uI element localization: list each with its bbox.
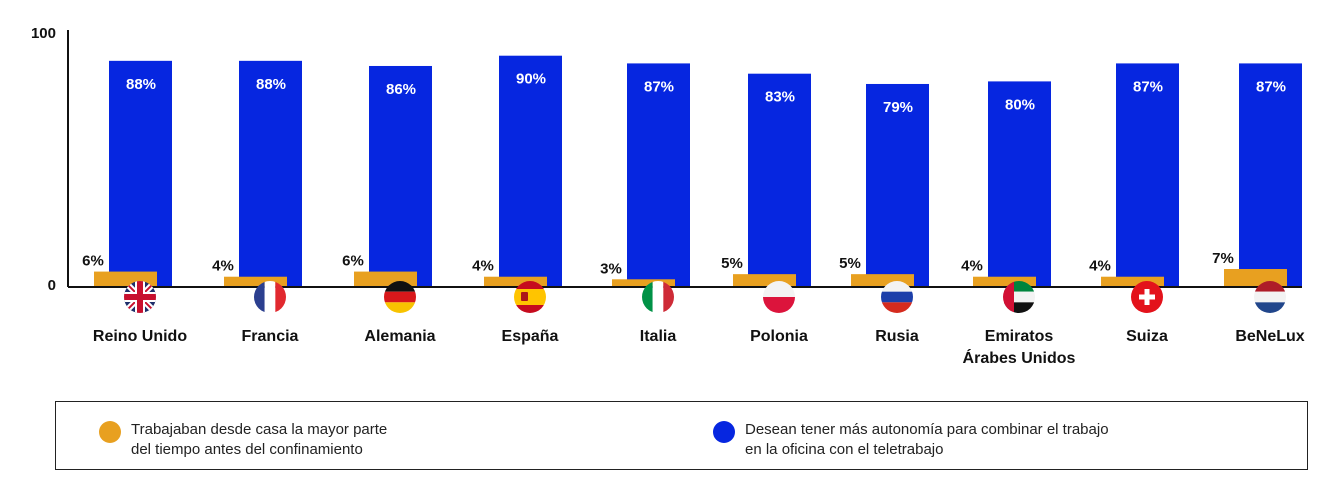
category-label-line: Suiza: [1126, 328, 1168, 345]
category-label-line: Alemania: [364, 328, 435, 345]
uae-flag-icon: [1003, 281, 1035, 313]
category-label: España: [502, 328, 559, 345]
blue-bar: [748, 73, 811, 287]
bar-group-5: 83% 5%: [721, 73, 811, 287]
blue-bar: [988, 81, 1051, 288]
poland-flag-icon: [763, 281, 795, 313]
bar-group-4: 87% 3%: [600, 63, 690, 287]
legend-orange-dot-icon: [99, 421, 121, 443]
uk-flag-icon: [124, 281, 156, 313]
blue-bar: [239, 60, 302, 288]
orange-bar: [1101, 276, 1164, 287]
bar-group-6: 79% 5%: [839, 83, 929, 287]
germany-flag-icon: [384, 281, 416, 313]
orange-bar-label: 4%: [212, 258, 234, 275]
category-label-line: Rusia: [875, 328, 919, 345]
russia-flag-icon: [881, 281, 913, 313]
blue-bar-label: 83%: [765, 89, 795, 106]
legend-orange-line-1: Trabajaban desde casa la mayor parte: [131, 421, 388, 438]
blue-bar: [627, 63, 690, 287]
blue-bar-label: 79%: [883, 99, 913, 116]
orange-bar: [612, 279, 675, 287]
blue-bar-label: 80%: [1005, 96, 1035, 113]
orange-bar-label: 6%: [342, 253, 364, 270]
category-label-line: Francia: [242, 328, 299, 345]
orange-bar: [484, 276, 547, 287]
bar-chart: 100088%6%88%4%86%6%90%4%87%3%83%5%79%5%8…: [31, 25, 1305, 367]
orange-bar-label: 7%: [1212, 250, 1234, 267]
category-label-line: Italia: [640, 328, 677, 345]
category-label-line: Emiratos: [985, 328, 1054, 345]
blue-bar: [866, 83, 929, 287]
blue-bar-label: 87%: [1256, 78, 1286, 95]
category-label-line: Árabes Unidos: [963, 348, 1076, 367]
blue-bar-label: 88%: [126, 76, 156, 93]
category-label: Polonia: [750, 328, 808, 345]
legend-orange-label: Trabajaban desde casa la mayor parte del…: [131, 420, 471, 460]
category-label: BeNeLux: [1235, 328, 1304, 345]
bar-group-3: 90% 4%: [472, 55, 562, 288]
italy-flag-icon: [642, 281, 674, 313]
blue-bar: [109, 60, 172, 288]
orange-bar-label: 5%: [839, 255, 861, 272]
category-label-line: Polonia: [750, 328, 808, 345]
bar-group-1: 88% 4%: [212, 60, 302, 288]
legend-item-orange: Trabajaban desde casa la mayor parte del…: [99, 420, 471, 460]
orange-bar-label: 4%: [961, 258, 983, 275]
orange-bar-label: 4%: [472, 258, 494, 275]
blue-bar-label: 87%: [1133, 78, 1163, 95]
orange-bar-label: 3%: [600, 260, 622, 277]
category-label: Francia: [242, 328, 299, 345]
bar-group-8: 87% 4%: [1089, 63, 1179, 287]
france-flag-icon: [254, 281, 286, 313]
category-label-line: BeNeLux: [1235, 328, 1304, 345]
orange-bar: [224, 276, 287, 287]
category-label: Emiratos Árabes Unidos: [963, 328, 1076, 367]
spain-flag-icon: [514, 281, 546, 313]
category-label: Suiza: [1126, 328, 1168, 345]
y-tick-label-100: 100: [31, 25, 56, 42]
category-label: Italia: [640, 328, 677, 345]
legend-orange-line-2: del tiempo antes del confinamiento: [131, 441, 363, 458]
blue-bar: [1239, 63, 1302, 287]
benelux-flag-icon: [1254, 281, 1286, 313]
blue-bar: [1116, 63, 1179, 287]
category-label: Rusia: [875, 328, 919, 345]
legend-blue-line-2: en la oficina con el teletrabajo: [745, 441, 944, 458]
switzerland-flag-icon: [1131, 281, 1163, 313]
bar-group-0: 88% 6%: [82, 60, 172, 288]
blue-bar: [369, 65, 432, 287]
blue-bar: [499, 55, 562, 288]
blue-bar-label: 88%: [256, 76, 286, 93]
orange-bar: [973, 276, 1036, 287]
legend-blue-label: Desean tener más autonomía para combinar…: [745, 420, 1205, 460]
bar-group-7: 80% 4%: [961, 81, 1051, 288]
blue-bar-label: 90%: [516, 71, 546, 88]
y-tick-label-0: 0: [48, 277, 56, 294]
orange-bar-label: 5%: [721, 255, 743, 272]
legend: Trabajaban desde casa la mayor parte del…: [55, 401, 1308, 470]
bar-group-9: 87% 7%: [1212, 63, 1302, 287]
legend-item-blue: Desean tener más autonomía para combinar…: [713, 420, 1205, 460]
category-label-line: España: [502, 328, 559, 345]
category-label-line: Reino Unido: [93, 328, 187, 345]
bar-group-2: 86% 6%: [342, 65, 432, 287]
orange-bar-label: 6%: [82, 253, 104, 270]
blue-bar-label: 87%: [644, 78, 674, 95]
category-label: Alemania: [364, 328, 435, 345]
category-label: Reino Unido: [93, 328, 187, 345]
blue-bar-label: 86%: [386, 81, 416, 98]
legend-blue-dot-icon: [713, 421, 735, 443]
orange-bar-label: 4%: [1089, 258, 1111, 275]
legend-blue-line-1: Desean tener más autonomía para combinar…: [745, 421, 1109, 438]
